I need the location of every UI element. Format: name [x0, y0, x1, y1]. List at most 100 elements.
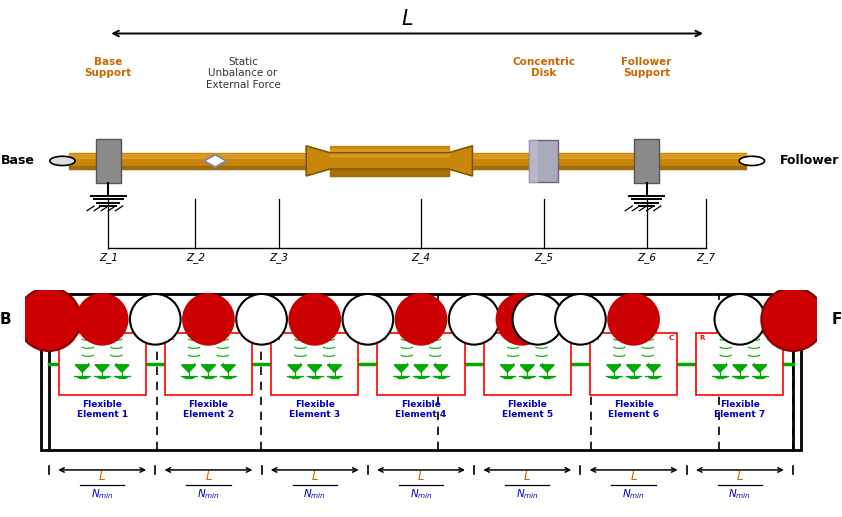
Ellipse shape	[497, 294, 547, 345]
Text: R: R	[700, 334, 705, 341]
Text: Flexible
Element 3: Flexible Element 3	[289, 400, 340, 419]
Text: $L$: $L$	[311, 470, 318, 483]
Text: $N_{min}$: $N_{min}$	[728, 488, 751, 501]
Text: C: C	[350, 334, 355, 341]
Text: $N_{min}$: $N_{min}$	[197, 488, 220, 501]
Polygon shape	[394, 365, 408, 372]
Ellipse shape	[183, 294, 234, 345]
Ellipse shape	[715, 294, 765, 345]
Bar	[96, 139, 121, 183]
Text: R: R	[274, 334, 280, 341]
Text: Z_7: Z_7	[696, 252, 716, 263]
Polygon shape	[288, 365, 302, 372]
Text: Flexible
Element 5: Flexible Element 5	[502, 400, 553, 419]
Text: Z_4: Z_4	[412, 252, 430, 263]
Text: $L$: $L$	[401, 9, 413, 29]
Bar	[69, 153, 745, 169]
Text: Z_2: Z_2	[186, 252, 205, 263]
Ellipse shape	[761, 287, 824, 351]
Bar	[530, 140, 537, 182]
Ellipse shape	[513, 294, 563, 345]
Text: R: R	[168, 334, 173, 341]
Circle shape	[739, 156, 765, 165]
Text: R: R	[61, 334, 67, 341]
Ellipse shape	[396, 294, 446, 345]
Text: Flexible
Element 4: Flexible Element 4	[396, 400, 446, 419]
Text: Flexible
Element 1: Flexible Element 1	[77, 400, 128, 419]
Text: Flexible
Element 7: Flexible Element 7	[714, 400, 765, 419]
Polygon shape	[201, 365, 216, 372]
Text: R: R	[593, 334, 599, 341]
Ellipse shape	[237, 294, 287, 345]
Ellipse shape	[18, 287, 81, 351]
Polygon shape	[520, 365, 535, 372]
Text: F: F	[831, 312, 842, 327]
Bar	[330, 146, 449, 176]
Text: Flexible
Element 6: Flexible Element 6	[608, 400, 659, 419]
Text: $L$: $L$	[630, 470, 637, 483]
Bar	[590, 332, 677, 396]
Polygon shape	[182, 365, 196, 372]
Text: C: C	[775, 334, 781, 341]
Ellipse shape	[343, 294, 393, 345]
Bar	[634, 139, 659, 183]
Polygon shape	[221, 365, 236, 372]
Text: Follower: Follower	[780, 155, 839, 168]
Text: C: C	[137, 334, 142, 341]
Ellipse shape	[608, 294, 659, 345]
Text: Z_1: Z_1	[99, 252, 118, 263]
Bar	[165, 332, 252, 396]
Bar	[330, 149, 449, 156]
Text: Base: Base	[1, 155, 35, 168]
Polygon shape	[307, 365, 322, 372]
Text: Flexible
Element 2: Flexible Element 2	[183, 400, 234, 419]
Text: C: C	[243, 334, 249, 341]
Polygon shape	[306, 146, 472, 176]
Polygon shape	[75, 365, 89, 372]
Ellipse shape	[449, 294, 499, 345]
Ellipse shape	[77, 294, 127, 345]
Polygon shape	[713, 365, 727, 372]
Text: Concentric
Disk: Concentric Disk	[512, 57, 575, 78]
Text: $N_{min}$: $N_{min}$	[303, 488, 326, 501]
Text: R: R	[487, 334, 493, 341]
Polygon shape	[606, 365, 621, 372]
Polygon shape	[500, 365, 514, 372]
Text: $L$: $L$	[736, 470, 743, 483]
Polygon shape	[646, 365, 660, 372]
Text: $L$: $L$	[205, 470, 212, 483]
Text: Follower
Support: Follower Support	[621, 57, 672, 78]
Circle shape	[50, 156, 75, 165]
Polygon shape	[414, 365, 428, 372]
Bar	[59, 332, 146, 396]
Bar	[69, 166, 745, 169]
Ellipse shape	[555, 294, 605, 345]
Text: Z_3: Z_3	[269, 252, 288, 263]
Ellipse shape	[290, 294, 340, 345]
Text: $N_{min}$: $N_{min}$	[622, 488, 645, 501]
Text: Z_5: Z_5	[534, 252, 553, 263]
Text: Base
Support: Base Support	[85, 57, 132, 78]
Bar	[69, 155, 745, 158]
Polygon shape	[434, 365, 448, 372]
Polygon shape	[540, 365, 554, 372]
Text: Z_6: Z_6	[637, 252, 656, 263]
Text: C: C	[669, 334, 674, 341]
Bar	[530, 140, 558, 182]
Text: B: B	[0, 312, 11, 327]
Polygon shape	[95, 365, 109, 372]
Text: $N_{min}$: $N_{min}$	[409, 488, 433, 501]
Polygon shape	[753, 365, 767, 372]
Text: R: R	[381, 334, 386, 341]
Polygon shape	[115, 365, 129, 372]
Polygon shape	[328, 365, 342, 372]
Polygon shape	[204, 155, 226, 168]
Bar	[330, 170, 449, 176]
Text: C: C	[562, 334, 568, 341]
Text: $N_{min}$: $N_{min}$	[516, 488, 539, 501]
Polygon shape	[733, 365, 747, 372]
Polygon shape	[626, 365, 641, 372]
Text: $L$: $L$	[417, 470, 425, 483]
Text: $L$: $L$	[524, 470, 531, 483]
Bar	[271, 332, 359, 396]
